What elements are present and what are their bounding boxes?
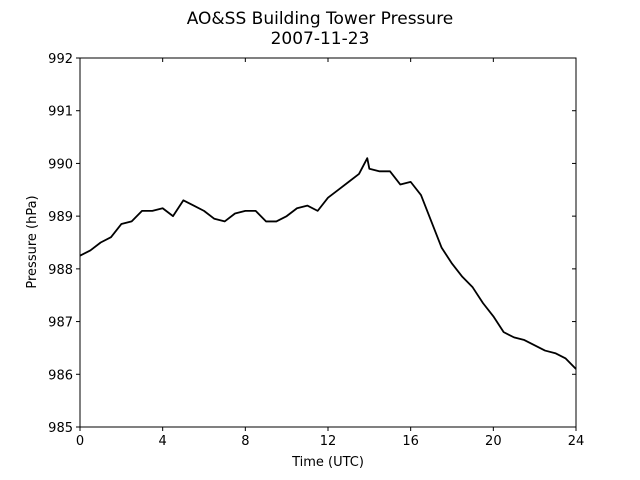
line-series [79,157,577,370]
y-tick-label: 985 [48,421,73,436]
x-axis-label: Time (UTC) [291,455,364,470]
x-tick-label: 12 [320,434,337,449]
y-tick-label: 986 [48,368,73,383]
x-tick-label: 24 [568,434,585,449]
y-tick-label: 992 [48,52,73,67]
x-tick-label: 4 [159,434,167,449]
y-tick-label: 988 [48,263,73,278]
chart-title: AO&SS Building Tower Pressure [187,9,454,29]
x-tick-label: 8 [241,434,249,449]
x-tick-label: 0 [76,434,84,449]
y-tick-label: 990 [48,157,73,172]
y-axis-label: Pressure (hPa) [25,195,40,288]
y-tick-label: 991 [48,105,73,120]
plot-area [79,57,577,428]
y-tick-label: 989 [48,210,73,225]
x-tick-label: 16 [402,434,419,449]
chart-subtitle: 2007-11-23 [271,29,370,49]
y-tick-label: 987 [48,316,73,331]
x-tick-label: 20 [485,434,502,449]
